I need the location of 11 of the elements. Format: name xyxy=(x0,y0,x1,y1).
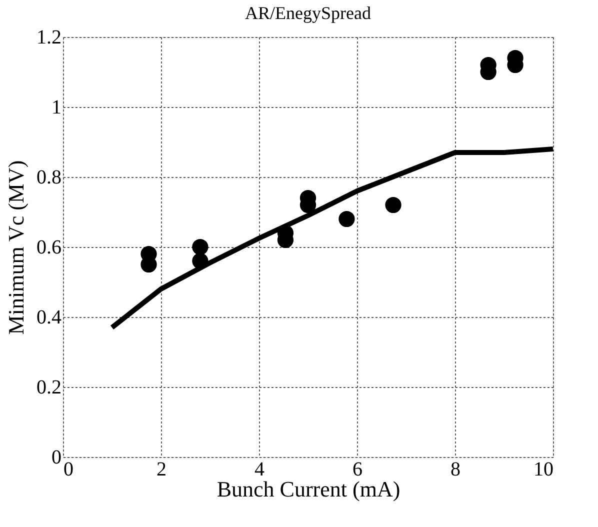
y-axis-title: Minimum Vc (MV) xyxy=(4,160,28,335)
y-tick-label: 0.6 xyxy=(36,236,62,258)
y-tick-label: 0.8 xyxy=(36,166,62,188)
y-tick-label: 1.2 xyxy=(36,26,62,48)
x-tick-label: 8 xyxy=(450,458,460,480)
chart-title: AR/EnegySpread xyxy=(245,3,371,23)
y-tick-label: 0.4 xyxy=(36,306,62,328)
y-tick-label: 0.2 xyxy=(36,376,62,398)
x-tick-label: 10 xyxy=(534,458,554,480)
y-tick-label: 1 xyxy=(52,96,62,118)
x-tick-label: 2 xyxy=(156,458,166,480)
